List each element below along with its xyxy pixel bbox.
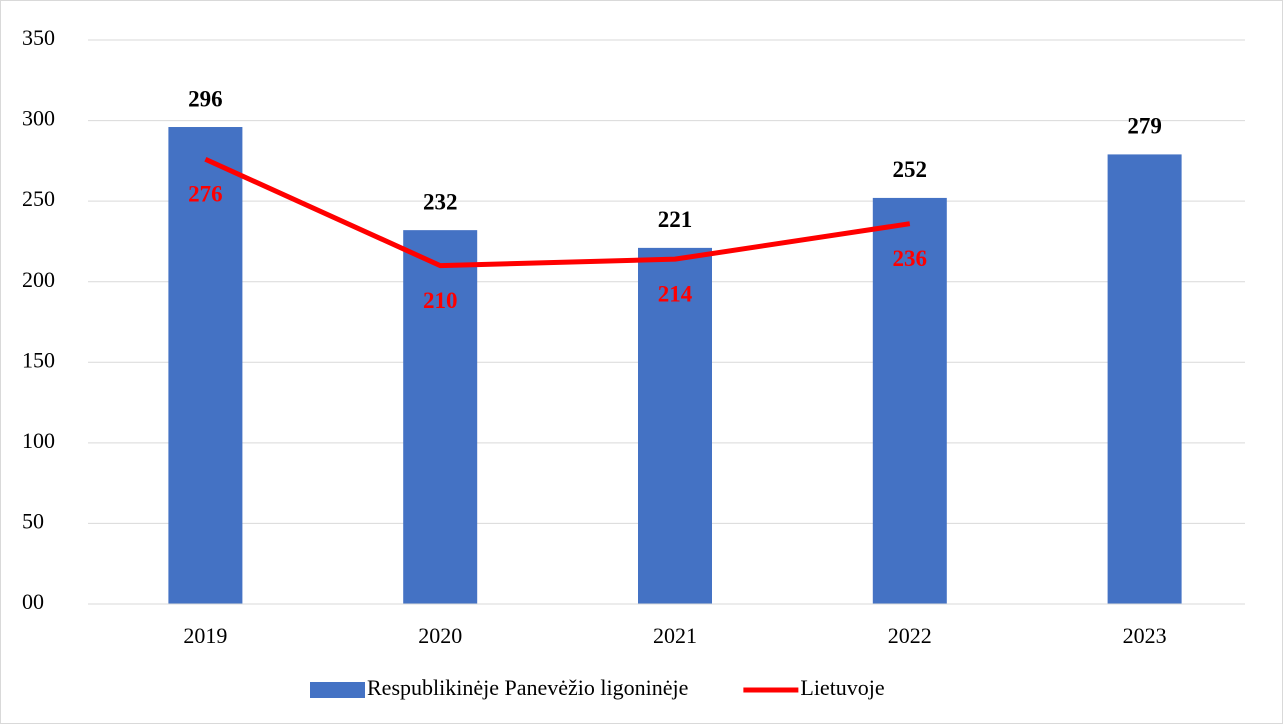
x-tick-label: 2021 [653,623,697,648]
data-label: 279 [1127,114,1162,139]
data-label: 252 [893,157,928,182]
y-tick-label: 350 [22,25,55,50]
y-tick-label: 250 [22,186,55,211]
bar [168,127,243,604]
y-tick-label: 50 [22,508,44,533]
line [204,156,911,269]
data-label: 236 [893,246,928,271]
data-label: 210 [423,288,458,313]
data-label: 296 [188,86,223,111]
bar [1107,154,1182,604]
x-tick-label: 2023 [1123,623,1167,648]
data-label: 276 [188,182,223,207]
bar [403,230,478,605]
y-tick-label: 300 [22,106,55,131]
data-label: 214 [658,281,693,306]
x-tick-label: 2020 [418,623,462,648]
bar [638,247,712,605]
data-label: 221 [658,207,693,232]
x-tick-label: 2019 [183,623,227,648]
y-tick-label: 200 [22,267,55,292]
legend-label: Lietuvoje [800,675,884,700]
x-tick-label: 2022 [888,623,932,648]
legend-swatch [310,682,365,698]
bar [872,197,947,605]
y-tick-label: 00 [22,589,44,614]
legend-label: Respublikinėje Panevėžio ligoninėje [367,675,688,700]
data-label: 232 [423,189,458,214]
y-tick-label: 100 [22,428,55,453]
y-tick-label: 150 [22,347,55,372]
